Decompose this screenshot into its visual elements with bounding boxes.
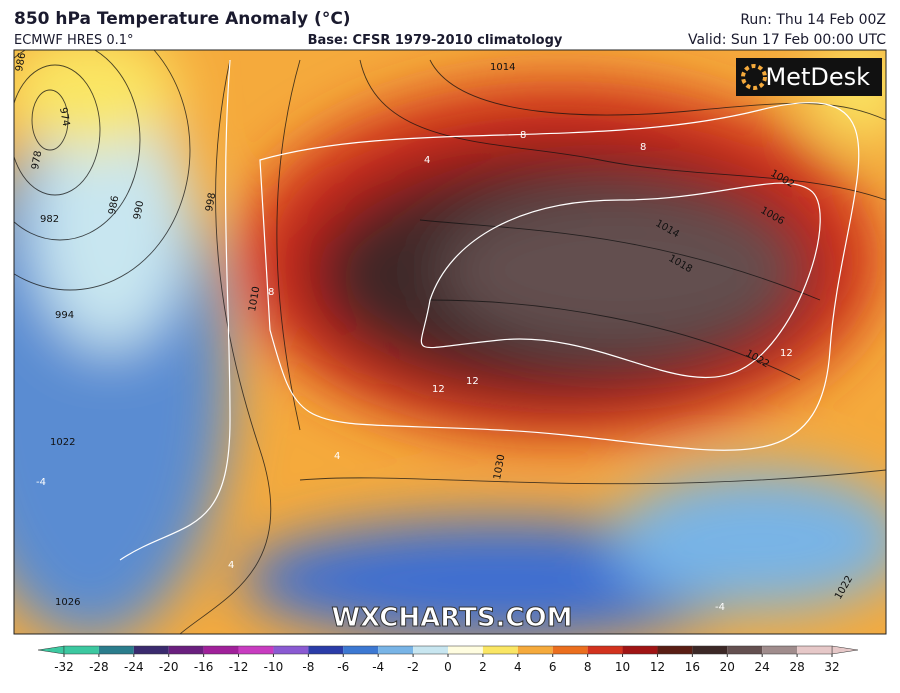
anomaly-label: 12 [780, 348, 793, 359]
logo-icon [741, 64, 767, 90]
colorbar-segment [622, 646, 658, 654]
run: Run: Thu 14 Feb 00Z [740, 12, 886, 28]
colorbar-tick-label: 20 [720, 660, 735, 674]
colorbar-segment [517, 646, 553, 654]
colorbar-tick-label: 12 [650, 660, 665, 674]
colorbar-tick-label: 0 [444, 660, 452, 674]
colorbar-tick-label: -12 [229, 660, 249, 674]
isobar-label: 982 [40, 214, 59, 225]
anomaly-label: 8 [520, 130, 526, 141]
isobar-label: 1022 [50, 437, 75, 448]
colorbar-tick-label: -6 [337, 660, 349, 674]
colorbar-segment [587, 646, 623, 654]
colorbar-segment [657, 646, 693, 654]
colorbar-tick-label: 10 [615, 660, 630, 674]
anomaly-label: 8 [640, 142, 646, 153]
colorbar-segment [168, 646, 204, 654]
colorbar-arrow-right [831, 645, 859, 655]
colorbar-segment [692, 646, 728, 654]
colorbar-tick-label: -2 [407, 660, 419, 674]
colorbar-segment [727, 646, 763, 654]
colorbar-tick-label: 8 [584, 660, 592, 674]
isobars [14, 50, 886, 634]
colorbar-tick-label: 24 [755, 660, 770, 674]
colorbar-segment [308, 646, 344, 654]
colorbar-tick-label: -24 [124, 660, 144, 674]
isobar-label: 990 [132, 200, 146, 221]
isobar-label: 1030 [492, 454, 507, 481]
isobar-label: 994 [55, 310, 74, 321]
colorbar-tick-label: 28 [789, 660, 804, 674]
colorbar-segment [98, 646, 134, 654]
colorbar-segment [378, 646, 414, 654]
colorbar-segment [797, 646, 832, 654]
title: 850 hPa Temperature Anomaly (°C) [14, 9, 351, 29]
map-frame [13, 49, 887, 635]
colorbar-arrow-left [37, 645, 65, 655]
isobar-label: 1026 [55, 597, 80, 608]
colorbar-tick-label: 2 [479, 660, 487, 674]
anomaly-label: 4 [424, 155, 430, 166]
colorbar-tick-label: 32 [824, 660, 839, 674]
isobar-label: 1014 [490, 62, 515, 73]
isobar-label: 974 [57, 107, 71, 128]
colorbar-tick-label: -10 [264, 660, 284, 674]
colorbar-segment [133, 646, 169, 654]
anomaly-label: -4 [715, 602, 725, 613]
isobar-label: 978 [30, 150, 44, 171]
colorbar-tick-label: -28 [89, 660, 109, 674]
anomaly-label: -4 [36, 477, 46, 488]
colorbar-segment [762, 646, 798, 654]
colorbar-tick-label: 16 [685, 660, 700, 674]
isobar-label: 1010 [247, 286, 262, 313]
map [14, 50, 886, 634]
anomaly-label: 8 [268, 287, 274, 298]
colorbar-segment [64, 646, 99, 654]
watermark: WXCHARTS.COM [331, 603, 572, 633]
isobar-label: 986 [107, 195, 121, 216]
base: Base: CFSR 1979-2010 climatology [308, 33, 563, 48]
anomaly-label: 12 [466, 376, 479, 387]
colorbar-segment [552, 646, 588, 654]
colorbar-tick-label: -16 [194, 660, 214, 674]
colorbar-segment [273, 646, 309, 654]
anomaly-label: 4 [334, 451, 340, 462]
colorbar-tick-label: -4 [372, 660, 384, 674]
colorbar-segment [482, 646, 518, 654]
colorbar-segment [203, 646, 239, 654]
logo-box [736, 58, 882, 96]
colorbar-segment [413, 646, 448, 654]
colorbar-tick-label: -32 [54, 660, 74, 674]
colorbar-tick-label: -8 [302, 660, 314, 674]
colorbar-segment [238, 646, 274, 654]
colorbar-segment [343, 646, 379, 654]
isobar-label: 986 [14, 52, 28, 73]
anomaly-label: 12 [432, 384, 445, 395]
anomaly-label: 4 [228, 560, 234, 571]
anomaly-contours [119, 59, 860, 561]
isobar-label: 998 [204, 192, 218, 213]
colorbar-tick-label: -20 [159, 660, 179, 674]
colorbar-tick-label: 4 [514, 660, 522, 674]
valid: Valid: Sun 17 Feb 00:00 UTC [688, 32, 886, 48]
model: ECMWF HRES 0.1° [14, 33, 134, 48]
colorbar-segment [448, 646, 483, 654]
logo: MetDesk [765, 63, 870, 91]
colorbar-tick-label: 6 [549, 660, 557, 674]
